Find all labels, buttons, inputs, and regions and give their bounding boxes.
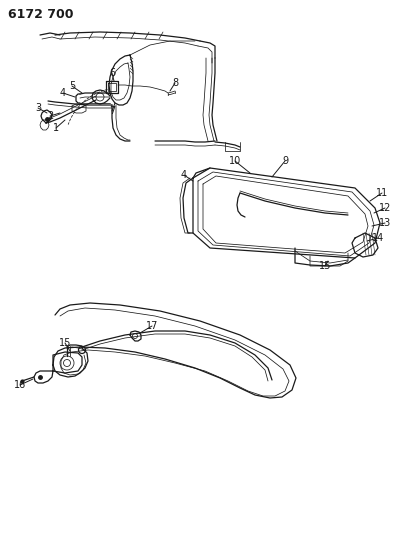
Text: 17: 17 [146,321,158,331]
Text: 6: 6 [109,68,115,78]
Text: 11: 11 [376,188,388,198]
Text: 1: 1 [53,123,59,133]
Text: 15: 15 [319,261,331,271]
Text: 5: 5 [69,81,75,91]
Text: 4: 4 [60,88,66,98]
Text: 16: 16 [14,380,26,390]
Text: 2: 2 [47,111,53,121]
Text: 3: 3 [35,103,41,113]
Text: 12: 12 [379,203,391,213]
Text: 4: 4 [181,170,187,180]
Text: 9: 9 [282,156,288,166]
Text: 15: 15 [59,338,71,348]
Text: 13: 13 [379,218,391,228]
Text: 8: 8 [172,78,178,88]
Text: 6172 700: 6172 700 [8,8,73,21]
Text: 14: 14 [372,233,384,243]
Text: 10: 10 [229,156,241,166]
Text: 7: 7 [109,106,115,116]
